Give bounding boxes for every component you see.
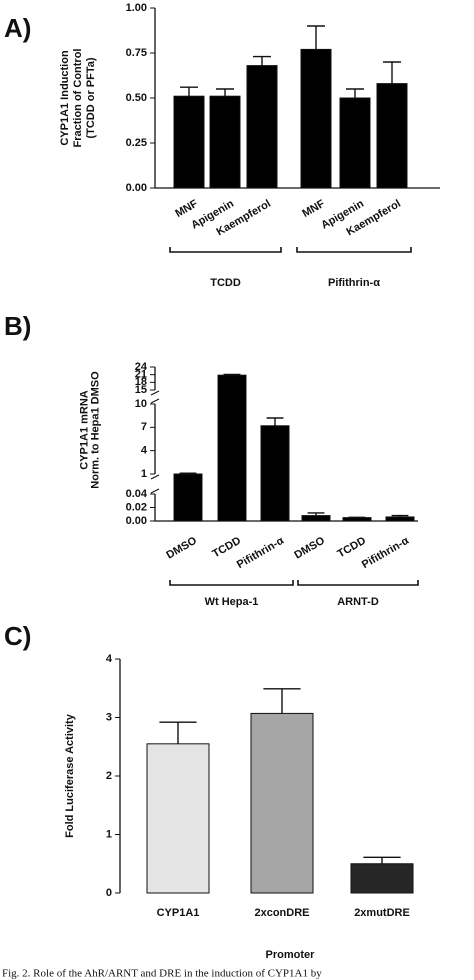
y-tick-label: 4 <box>106 653 113 665</box>
y-tick-label: 0.00 <box>126 515 147 527</box>
y-tick-label: 0.50 <box>126 92 147 104</box>
y-tick-label: 0.75 <box>126 47 147 59</box>
y-tick-label: 21 <box>135 369 147 381</box>
x-tick-label: TCDD <box>210 535 243 561</box>
error-bar <box>159 721 197 744</box>
bar <box>260 425 290 522</box>
x-tick-label: 2xconDRE <box>254 907 309 919</box>
group-bracket <box>296 247 412 253</box>
error-bar <box>307 512 325 516</box>
y-tick-label: 0.00 <box>126 182 147 194</box>
error-bar <box>223 373 241 376</box>
panel-label: C) <box>4 621 31 651</box>
axis-break <box>150 390 160 396</box>
group-bracket <box>169 247 282 253</box>
group-label: Pifithrin-α <box>328 277 380 289</box>
bar <box>217 374 247 522</box>
error-bar <box>363 856 401 864</box>
group-bracket <box>297 580 419 586</box>
y-tick-label: 1 <box>141 468 147 480</box>
x-tick-label: Pifithrin-α <box>235 535 286 571</box>
y-tick-label: 0.25 <box>126 137 147 149</box>
error-bar <box>266 417 284 426</box>
y-tick-label: 0.04 <box>126 488 148 500</box>
y-tick-label: 4 <box>141 445 148 457</box>
y-tick-label: 1 <box>106 828 112 840</box>
bar <box>300 48 332 189</box>
bar <box>339 97 371 189</box>
error-bar <box>253 55 271 66</box>
y-axis-label: Norm. to Hepa1 DMSO <box>89 371 101 489</box>
x-tick-label: CYP1A1 <box>157 907 200 919</box>
y-tick-label: 0 <box>106 887 112 899</box>
x-tick-label: 2xmutDRE <box>354 907 410 919</box>
y-tick-label: 15 <box>135 384 147 396</box>
axis-break <box>150 488 160 494</box>
x-tick-label: DMSO <box>292 535 327 562</box>
bar <box>376 83 408 189</box>
axis-break <box>150 474 160 480</box>
y-axis-label: CYP1A1 Induction <box>59 50 71 146</box>
y-axis-label: CYP1A1 mRNA <box>78 390 90 470</box>
y-tick-label: 18 <box>135 376 147 388</box>
x-tick-label: DMSO <box>164 535 199 562</box>
y-tick-label: 24 <box>135 361 148 373</box>
caption: Fig. 2. Role of the AhR/ARNT and DRE in … <box>2 968 322 980</box>
group-label: TCDD <box>210 277 241 289</box>
x-tick-label: MNF <box>300 198 327 220</box>
error-bar <box>383 61 401 84</box>
bar <box>173 95 205 189</box>
y-tick-label: 0.02 <box>126 501 147 513</box>
bar <box>301 515 331 522</box>
error-bar <box>391 514 409 517</box>
error-bar <box>180 86 198 97</box>
y-tick-label: 7 <box>141 421 147 433</box>
x-axis-label: Promoter <box>266 949 316 961</box>
bar <box>173 473 203 522</box>
y-tick-label: 3 <box>106 711 112 723</box>
y-axis-label: Fold Luciferase Activity <box>64 713 76 838</box>
error-bar <box>216 88 234 97</box>
bar <box>250 712 314 894</box>
error-bar <box>346 88 364 98</box>
group-label: ARNT-D <box>337 596 379 608</box>
y-tick-label: 1.00 <box>126 2 147 14</box>
bar <box>350 863 414 894</box>
x-tick-label: Pifithrin-α <box>360 535 411 571</box>
bar <box>342 517 372 522</box>
panel-label: B) <box>4 311 31 341</box>
y-axis-label: Fraction of Control <box>72 49 84 148</box>
panel-label: A) <box>4 13 31 43</box>
bar <box>146 743 210 894</box>
bar <box>209 95 241 189</box>
bar <box>246 65 278 189</box>
axis-break <box>150 398 160 404</box>
y-axis-label: (TCDD or PFTa) <box>85 57 97 138</box>
error-bar <box>307 25 325 50</box>
y-tick-label: 10 <box>135 398 147 410</box>
group-bracket <box>169 580 294 586</box>
x-tick-label: TCDD <box>335 535 368 561</box>
group-label: Wt Hepa-1 <box>205 596 259 608</box>
error-bar <box>263 688 301 714</box>
error-bar <box>179 472 197 474</box>
bar <box>385 516 415 522</box>
y-tick-label: 2 <box>106 770 112 782</box>
